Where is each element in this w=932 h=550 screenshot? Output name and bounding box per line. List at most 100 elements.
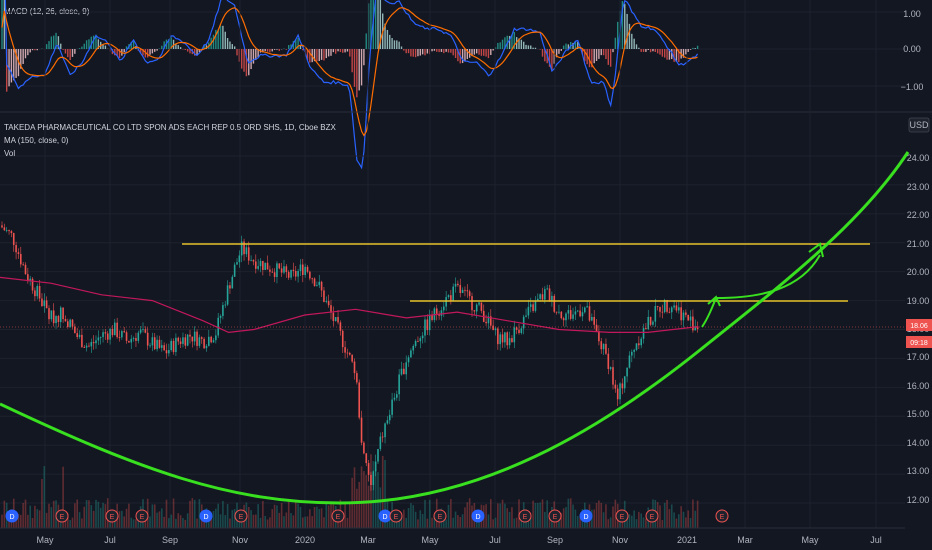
volume-bar [433, 515, 436, 528]
volume-bar [443, 518, 445, 528]
macd-hist-bar [478, 49, 480, 55]
candle-body [302, 264, 304, 275]
macd-hist-bar [250, 49, 252, 70]
volume-bar [609, 517, 612, 528]
candle-body [539, 294, 541, 299]
macd-hist-bar [302, 49, 304, 51]
candle-body [609, 367, 612, 369]
candle-body [271, 271, 274, 273]
volume-bar [22, 502, 24, 528]
volume-bar [555, 516, 558, 528]
event-marker-earnings[interactable] [433, 509, 447, 523]
candle-body [231, 276, 234, 289]
volume-bar [417, 519, 419, 528]
volume-bar [494, 517, 497, 528]
macd-hist-bar [598, 49, 600, 59]
event-marker-earnings[interactable] [105, 509, 119, 523]
candle-body [264, 262, 266, 270]
volume-bar [450, 499, 452, 528]
volume-bar [250, 510, 252, 528]
event-marker-earnings[interactable] [645, 509, 659, 523]
event-marker-earnings[interactable] [548, 509, 562, 523]
event-marker-earnings[interactable] [135, 509, 149, 523]
event-marker-earnings[interactable] [234, 509, 248, 523]
candle-body [45, 300, 48, 309]
candle-body [569, 310, 572, 319]
candle-body [252, 259, 255, 262]
volume-bar [459, 516, 462, 528]
volume-bar [492, 519, 494, 528]
volume-bar [285, 512, 288, 528]
candle-body [626, 367, 628, 377]
event-marker-earnings[interactable] [615, 509, 629, 523]
macd-hist-bar [142, 49, 144, 56]
macd-hist-bar [664, 49, 666, 58]
macd-hist-bar [513, 32, 515, 49]
event-marker-earnings[interactable] [518, 509, 532, 523]
candle-body [574, 311, 577, 315]
volume-bar [680, 506, 682, 528]
event-marker-earnings[interactable] [389, 509, 403, 523]
candle-body [3, 227, 6, 231]
candle-body [405, 362, 407, 375]
volume-bar [17, 513, 20, 528]
macd-tick-2: 0.00 [903, 44, 921, 54]
event-marker-dividend[interactable] [5, 509, 19, 523]
candle-body [15, 244, 17, 253]
macd-hist-bar [245, 49, 248, 77]
macd-hist-bar [81, 46, 83, 49]
macd-hist-bar [476, 49, 478, 54]
candle-body [403, 368, 405, 375]
currency-button[interactable] [908, 117, 930, 133]
event-marker-earnings[interactable] [55, 509, 69, 523]
candle-body [654, 306, 657, 322]
candle-body [438, 313, 440, 316]
candle-body [398, 374, 400, 395]
candle-body [346, 352, 349, 354]
event-marker-dividend[interactable] [199, 509, 213, 523]
macd-hist-bar [172, 39, 175, 49]
volume-bar [501, 499, 504, 528]
macd-hist-bar [452, 49, 454, 56]
candle-body [226, 285, 229, 305]
event-marker-dividend[interactable] [579, 509, 593, 523]
volume-bar [626, 513, 628, 528]
candle-body [24, 264, 27, 275]
price-tick: 12.00 [907, 495, 930, 505]
macd-hist-bar [518, 38, 520, 49]
volume-bar [226, 503, 229, 528]
macd-hist-bar [24, 49, 27, 59]
candle-body [351, 354, 353, 362]
price-tick: 17.00 [907, 352, 930, 362]
volume-bar [685, 517, 687, 528]
macd-hist-bar [139, 49, 142, 54]
candle-body [515, 327, 518, 330]
volume-bar [271, 509, 274, 528]
macd-hist-bar [186, 49, 189, 52]
candle-body [85, 345, 88, 348]
macd-hist-bar [645, 49, 647, 52]
macd-hist-bar [189, 49, 191, 54]
macd-hist-bar [22, 49, 24, 64]
event-marker-dividend[interactable] [471, 509, 485, 523]
volume-bar [670, 504, 673, 528]
macd-hist-bar [414, 49, 417, 58]
candle-body [151, 337, 154, 346]
volume-bar [593, 509, 595, 528]
macd-hist-bar [379, 0, 382, 50]
volume-bar [374, 469, 377, 528]
candle-body [414, 340, 417, 347]
candle-body [435, 308, 438, 314]
volume-bar [290, 513, 292, 528]
candle-body [576, 310, 579, 312]
volume-bar [544, 511, 546, 528]
event-marker-earnings[interactable] [715, 509, 729, 523]
candle-body [142, 329, 144, 331]
volume-bar [344, 502, 346, 528]
macd-hist-bar [149, 49, 151, 55]
event-marker-earnings[interactable] [331, 509, 345, 523]
candle-body [487, 316, 490, 324]
candle-body [250, 259, 252, 261]
candle-body [452, 286, 454, 301]
candle-body [170, 340, 172, 351]
